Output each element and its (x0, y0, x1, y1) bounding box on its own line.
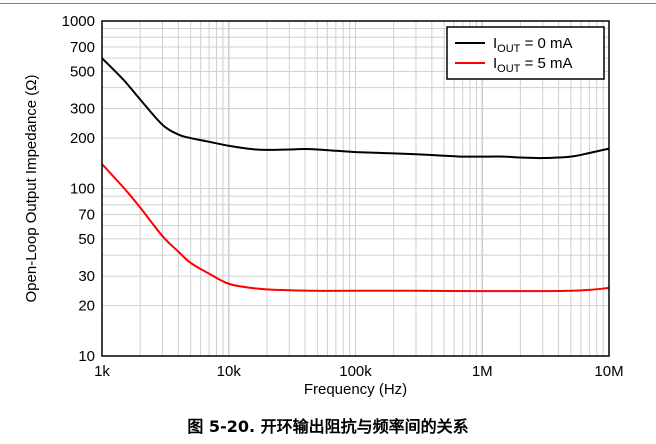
top-rule (0, 3, 656, 4)
x-tick-label: 1k (94, 363, 110, 380)
x-tick-label: 10k (217, 363, 242, 380)
grid-lines (102, 21, 609, 356)
y-tick-label: 500 (70, 63, 95, 80)
legend-entry: IOUT = 5 mA (493, 55, 573, 75)
x-tick-label: 1M (472, 363, 493, 380)
legend-box (446, 26, 605, 80)
series-layer (101, 57, 610, 293)
x-tick-labels: 1k 10k 100k 1M 10M (94, 363, 624, 380)
figure-caption: 图 5-20. 开环输出阻抗与频率间的关系 (187, 417, 469, 436)
x-axis-title: Frequency (Hz) (304, 381, 407, 398)
y-axis-title: Open-Loop Output Impedance (Ω) (23, 74, 40, 302)
y-tick-label: 30 (78, 268, 95, 285)
legend-entry: IOUT = 0 mA (493, 35, 573, 55)
y-tick-label: 50 (78, 231, 95, 248)
y-tick-label: 300 (70, 101, 95, 118)
y-tick-labels: 10 20 30 50 70 100 200 300 500 700 1000 (62, 13, 95, 365)
x-tick-label: 100k (339, 363, 372, 380)
series-line-2 (101, 163, 610, 293)
plot-border (101, 20, 610, 357)
y-tick-label: 100 (70, 181, 95, 198)
y-tick-label: 700 (70, 39, 95, 56)
y-tick-label: 70 (78, 206, 95, 223)
series-line-1 (101, 57, 610, 160)
impedance-chart: 1k 10k 100k 1M 10M 10 20 30 50 70 100 200 300 500 700… (23, 13, 624, 398)
y-tick-label: 20 (78, 298, 95, 315)
y-tick-label: 1000 (62, 13, 95, 30)
x-tick-label: 10M (594, 363, 623, 380)
y-tick-label: 200 (70, 130, 95, 147)
y-tick-label: 10 (78, 348, 95, 365)
